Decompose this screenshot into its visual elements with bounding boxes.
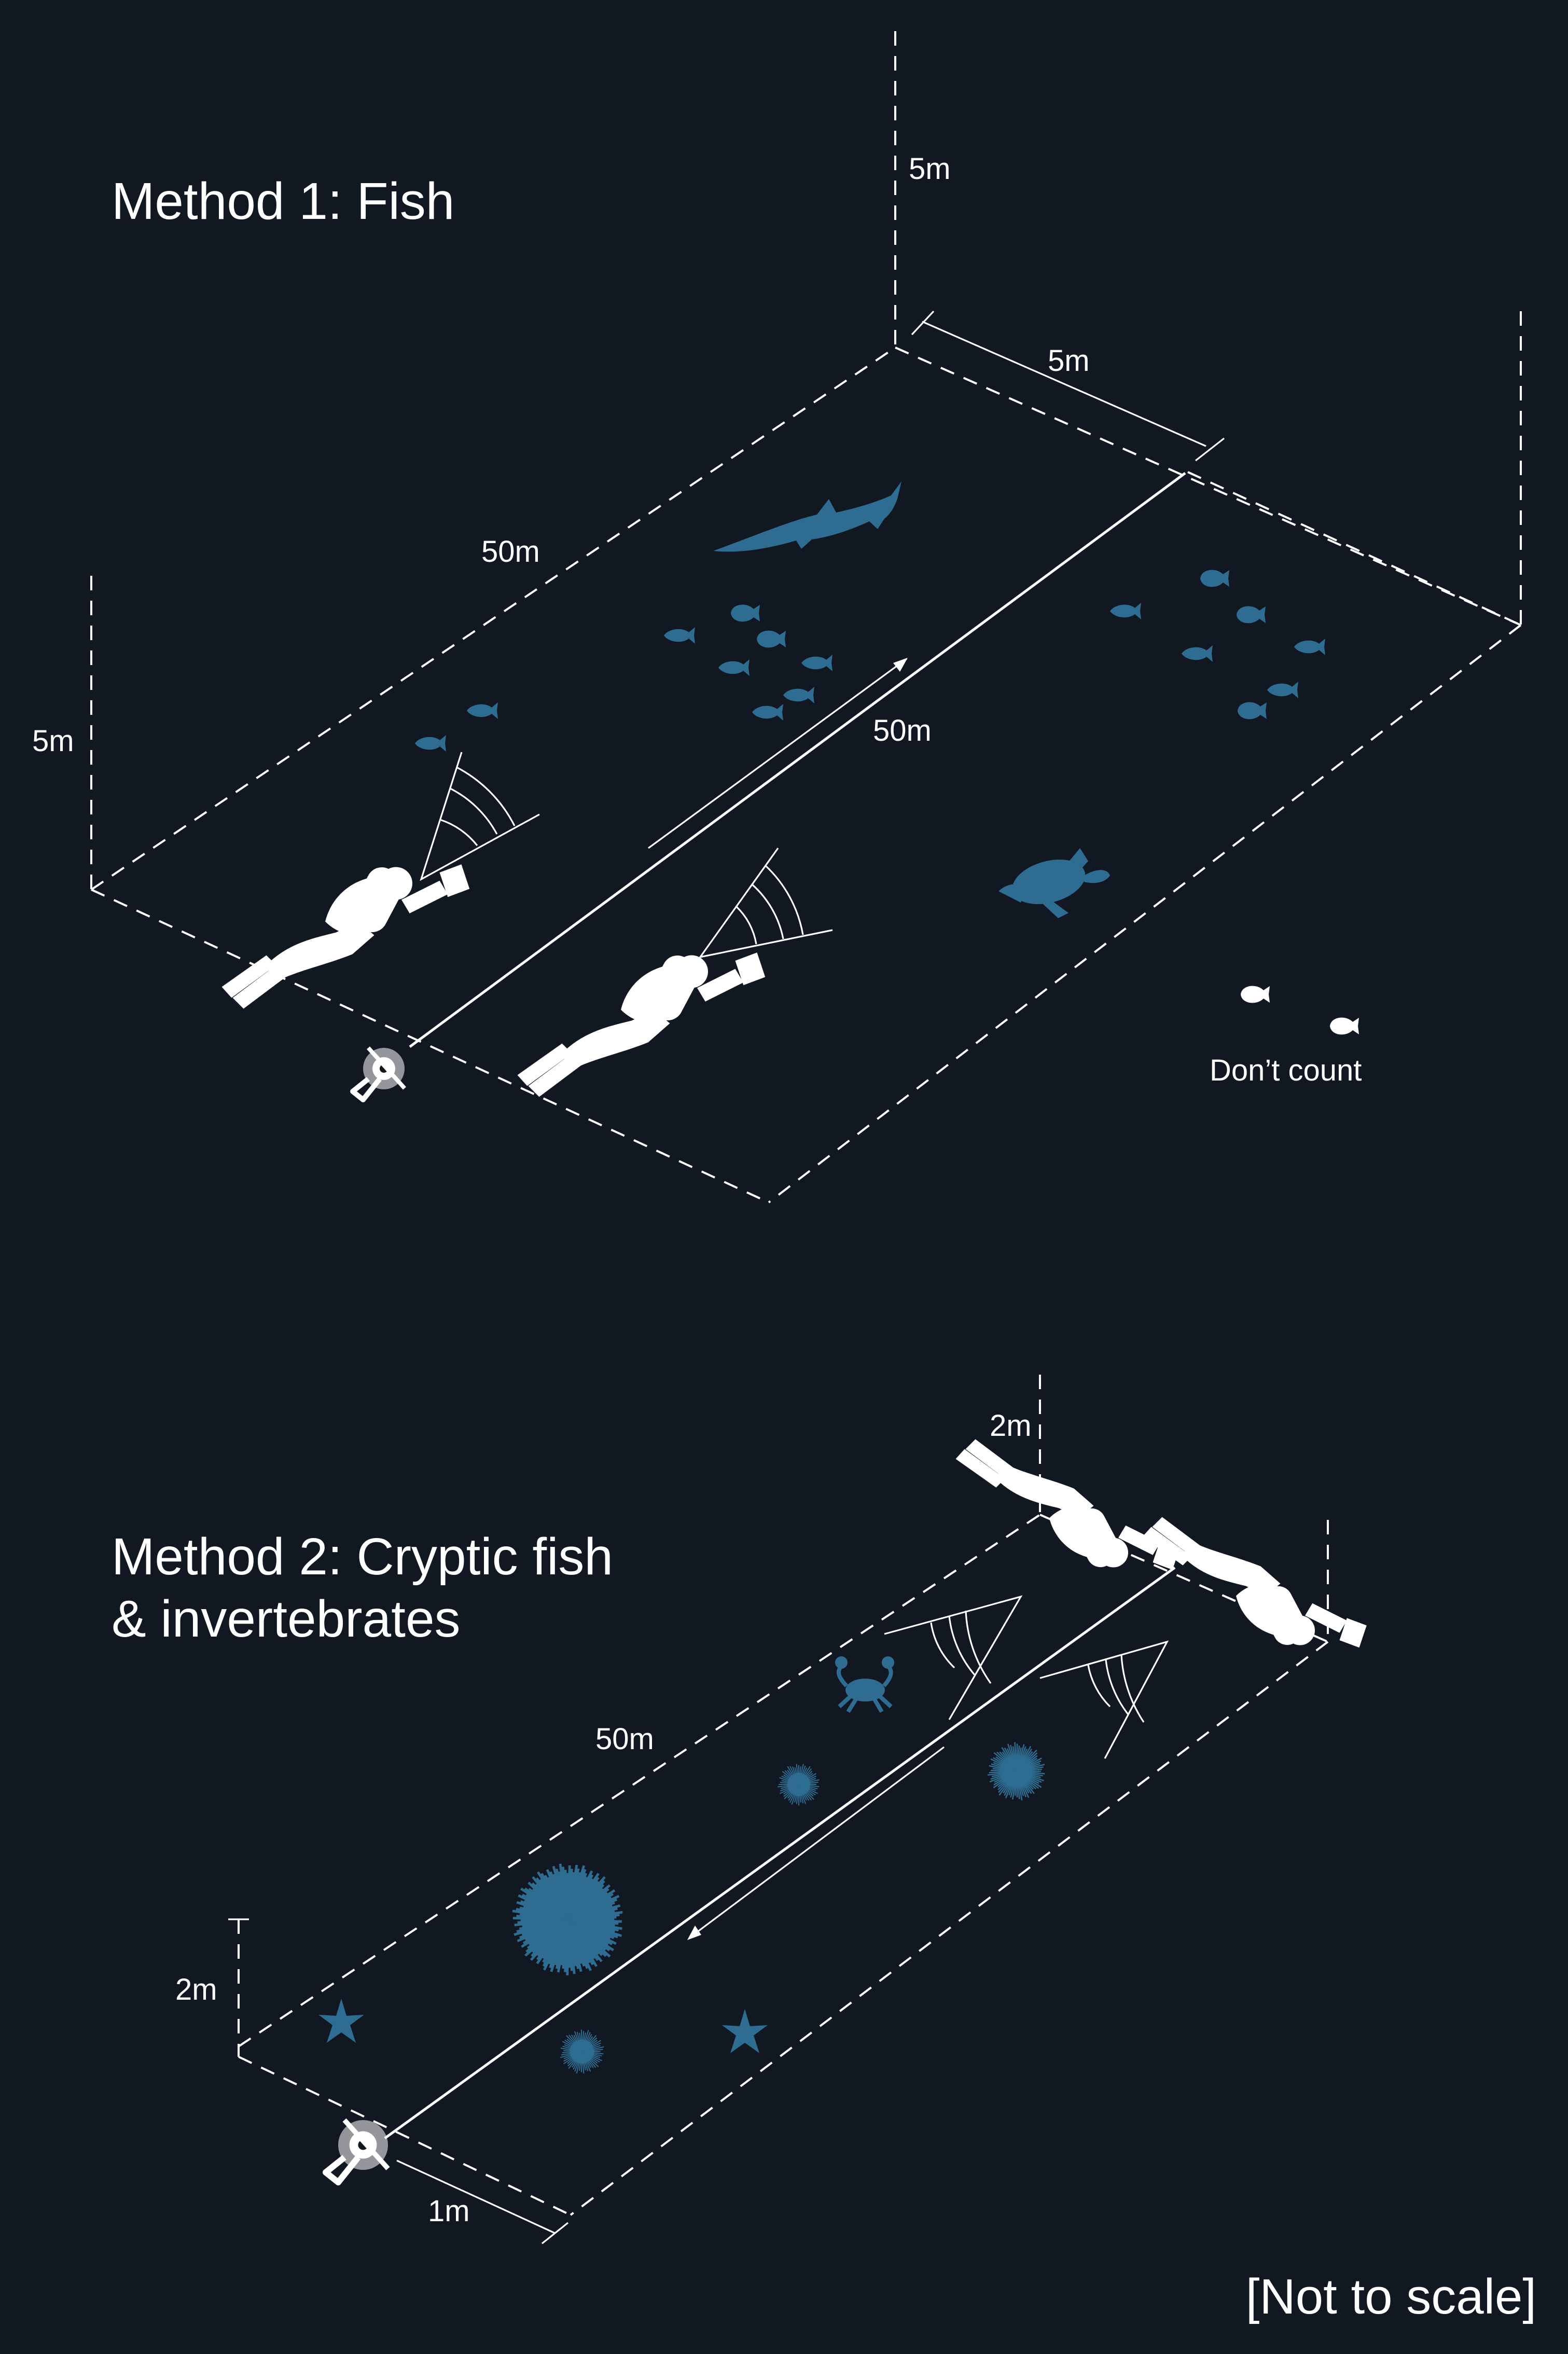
width-label: 5m	[1048, 344, 1090, 378]
transect-tape	[409, 472, 1186, 1048]
fish-icon	[1294, 639, 1325, 655]
fish-icon	[1238, 702, 1267, 719]
method2-section: Method 2: Cryptic fish & invertebrates 2…	[112, 1375, 1367, 2245]
length-label-outer: 50m	[481, 535, 540, 569]
fish-icon	[1237, 606, 1266, 624]
shark-icon	[713, 481, 901, 552]
view-cone-icon	[1039, 1640, 1169, 1759]
scuba-diver-icon	[955, 1439, 1180, 1572]
fish-icon	[1267, 682, 1298, 698]
scuba-diver-icon	[517, 950, 766, 1097]
urchin-group	[512, 1742, 1045, 2074]
transect-tape	[384, 1566, 1176, 2140]
sea-urchin-icon	[777, 1764, 820, 1806]
view-cone-icon	[420, 752, 540, 881]
dont-count-label: Don’t count	[1210, 1054, 1362, 1087]
method1-section: Method 1: Fish 5m 5m 5m 50m 50m	[32, 31, 1522, 1203]
height-label-top: 2m	[990, 1409, 1032, 1443]
fish-icon	[467, 702, 498, 719]
sea-urchin-icon	[560, 2029, 604, 2074]
scuba-diver-icon	[221, 862, 470, 1009]
method2-title-line1: Method 2: Cryptic fish	[112, 1528, 613, 1586]
fish-icon	[664, 627, 695, 644]
sea-urchin-icon	[987, 1742, 1045, 1801]
method1-title: Method 1: Fish	[112, 172, 454, 230]
height-label-left: 2m	[175, 1973, 217, 2006]
direction-arrow	[687, 1746, 945, 1940]
fish-icon	[1200, 570, 1229, 587]
sea-urchin-icon	[512, 1863, 623, 1976]
box-top-edge	[895, 347, 1521, 626]
method2-title-line2: & invertebrates	[112, 1590, 461, 1648]
box-front-edge	[238, 2056, 571, 2216]
fish-icon	[415, 735, 446, 752]
fish-icon	[1330, 1017, 1359, 1035]
fish-school	[415, 604, 832, 752]
crab-icon	[835, 1656, 894, 1713]
fish-icon	[801, 655, 832, 671]
length-label-transect: 50m	[873, 714, 932, 747]
length-label: 50m	[595, 1722, 654, 1756]
box-inner-edge	[1187, 471, 1521, 626]
starfish-icon	[722, 2009, 768, 2053]
box-back-edge	[90, 347, 896, 891]
tape-reel-icon	[326, 2120, 388, 2182]
width-label: 1m	[428, 2194, 470, 2228]
starfish-icon	[318, 1999, 364, 2043]
view-cone-icon	[884, 1595, 1023, 1720]
fish-icon	[1241, 986, 1270, 1003]
width-dimension: 5m	[911, 310, 1225, 462]
method2-survey-box	[228, 1375, 1329, 2216]
fish-icon	[757, 630, 786, 648]
fish-icon	[752, 704, 783, 721]
fish-icon	[1110, 603, 1141, 619]
fish-icon	[783, 687, 814, 703]
box-front-edge	[91, 889, 769, 1203]
fish-icon	[731, 604, 760, 622]
direction-arrow	[648, 658, 908, 849]
method1-survey-box	[90, 31, 1522, 1203]
not-to-scale-note: [Not to scale]	[1246, 2269, 1536, 2324]
height-label-left: 5m	[32, 724, 74, 758]
fish-school	[1110, 570, 1325, 719]
box-back-edge	[238, 1514, 1041, 2047]
tape-reel-icon	[353, 1048, 405, 1100]
box-right-edge	[570, 1641, 1329, 2216]
width-dimension: 1m	[396, 2159, 568, 2245]
box-right-edge	[768, 624, 1522, 1203]
fish-icon	[1182, 645, 1213, 662]
height-label-top: 5m	[909, 152, 951, 186]
view-cone-icon	[698, 848, 833, 959]
scuba-diver-icon	[1142, 1517, 1367, 1650]
turtle-icon	[998, 848, 1110, 918]
fish-icon	[718, 659, 750, 676]
dont-count-fish	[1241, 986, 1359, 1035]
